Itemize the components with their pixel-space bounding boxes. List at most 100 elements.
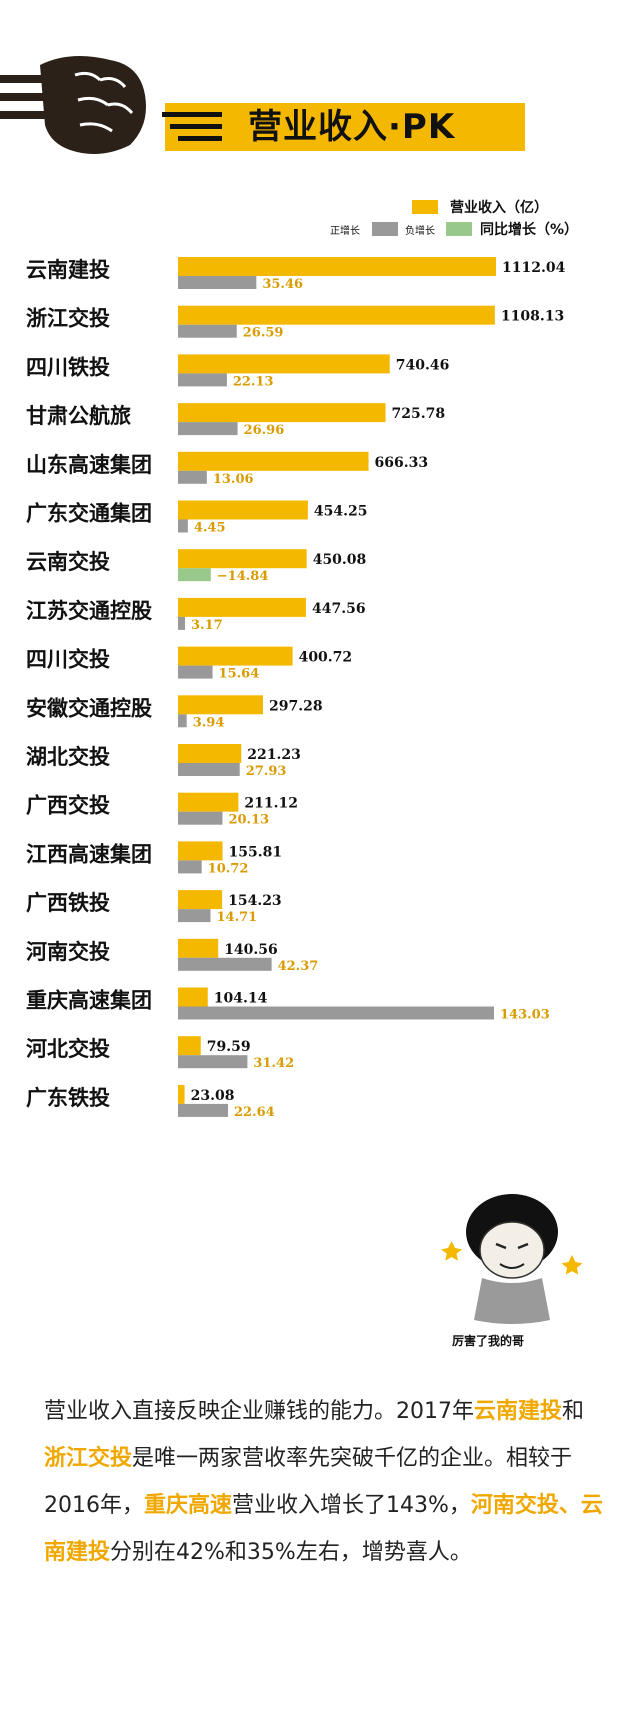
revenue-bar xyxy=(178,890,223,910)
revenue-bar xyxy=(178,500,308,520)
title-band xyxy=(165,103,525,151)
category-label: 河南交投 xyxy=(26,940,110,964)
category-label: 浙江交投 xyxy=(26,307,110,331)
title-decoration xyxy=(162,112,222,141)
legend-swatch-negative xyxy=(446,222,472,236)
revenue-bar xyxy=(178,841,223,861)
growth-bar xyxy=(178,763,240,776)
fist-icon xyxy=(0,56,146,154)
growth-bar xyxy=(178,811,223,825)
revenue-value-label: 450.08 xyxy=(313,552,367,568)
growth-value-label: 3.17 xyxy=(191,618,223,633)
category-label: 湖北交投 xyxy=(26,745,110,769)
revenue-bar xyxy=(178,1084,185,1104)
growth-value-label: 14.71 xyxy=(216,910,257,925)
category-label: 云南交投 xyxy=(26,550,110,574)
growth-bar xyxy=(178,568,211,582)
growth-value-label: −14.84 xyxy=(217,569,269,584)
category-label: 河北交投 xyxy=(26,1037,110,1061)
category-label: 安徽交通控股 xyxy=(26,696,152,720)
revenue-bar xyxy=(178,695,264,715)
revenue-value-label: 79.59 xyxy=(207,1039,251,1055)
growth-bar xyxy=(178,519,188,533)
legend-swatch-revenue xyxy=(412,200,438,214)
growth-value-label: 20.13 xyxy=(228,813,269,828)
growth-bar xyxy=(178,909,211,923)
revenue-bar xyxy=(178,938,219,958)
revenue-value-label: 221.23 xyxy=(247,747,301,763)
category-label: 广东交通集团 xyxy=(26,502,152,526)
legend-label-positive: 正增长 xyxy=(330,226,360,237)
revenue-bar xyxy=(178,792,239,812)
revenue-value-label: 740.46 xyxy=(396,357,450,373)
growth-bar xyxy=(178,1103,229,1117)
revenue-bar xyxy=(178,451,369,471)
revenue-bar xyxy=(178,744,242,763)
revenue-bar xyxy=(178,354,390,374)
category-label: 四川铁投 xyxy=(26,355,110,379)
revenue-value-label: 155.81 xyxy=(229,844,283,860)
legend-label-revenue: 营业收入（亿） xyxy=(450,200,548,216)
growth-bar xyxy=(178,1055,248,1069)
revenue-bar xyxy=(178,403,386,423)
revenue-value-label: 154.23 xyxy=(228,893,282,909)
summary-text: 营业收入直接反映企业赚钱的能力。2017年云南建投和浙江交投是唯一两家营收率先突… xyxy=(44,1388,604,1576)
category-label: 广东铁投 xyxy=(26,1086,110,1110)
growth-bar xyxy=(178,1006,494,1020)
summary-segment: 和 xyxy=(562,1399,585,1424)
summary-highlight: 云南建投 xyxy=(474,1399,563,1424)
growth-bar xyxy=(178,276,257,289)
category-label: 四川交投 xyxy=(26,648,110,672)
summary-segment: 营业收入直接反映企业赚钱的能力。2017年 xyxy=(44,1399,474,1424)
category-label: 江西高速集团 xyxy=(26,842,152,866)
revenue-bar xyxy=(178,597,306,617)
revenue-value-label: 447.56 xyxy=(312,601,366,617)
growth-value-label: 22.13 xyxy=(233,374,274,389)
revenue-bar xyxy=(178,646,293,666)
page-title: 营业收入·PK xyxy=(248,107,456,147)
summary-segment: 分别在42%和35%左右，增势喜人。 xyxy=(110,1540,472,1565)
summary-highlight: 河南交投、云南建投 xyxy=(44,1493,603,1565)
summary-segment: 营业收入增长了143%， xyxy=(232,1493,471,1518)
growth-value-label: 31.42 xyxy=(253,1056,294,1071)
growth-value-label: 42.37 xyxy=(278,959,319,974)
growth-bar xyxy=(178,373,227,387)
growth-bar xyxy=(178,324,237,338)
revenue-value-label: 297.28 xyxy=(269,698,323,714)
growth-value-label: 3.94 xyxy=(193,715,225,730)
revenue-value-label: 1112.04 xyxy=(502,260,566,276)
revenue-bar xyxy=(178,1036,201,1056)
growth-value-label: 27.93 xyxy=(246,764,287,779)
legend-label-negative: 负增长 xyxy=(405,226,435,237)
revenue-bar xyxy=(178,987,208,1007)
revenue-value-label: 454.25 xyxy=(314,504,368,520)
revenue-bar xyxy=(178,257,496,276)
revenue-value-label: 666.33 xyxy=(375,455,429,471)
revenue-value-label: 725.78 xyxy=(392,406,446,422)
legend: 营业收入（亿） 正增长 负增长 同比增长（%） xyxy=(0,192,640,242)
meme-face-icon xyxy=(441,1194,583,1324)
bar-chart: 云南建投 1112.04 35.46 浙江交投 1108.13 26.59 四川铁投 740.… xyxy=(26,257,566,1120)
category-label: 甘肃公航旅 xyxy=(26,404,131,428)
growth-bar xyxy=(178,714,187,728)
growth-value-label: 26.96 xyxy=(244,423,285,438)
growth-value-label: 4.45 xyxy=(194,521,226,536)
summary-highlight: 浙江交投 xyxy=(44,1446,133,1471)
growth-value-label: 13.06 xyxy=(213,472,254,487)
revenue-value-label: 1108.13 xyxy=(501,309,564,325)
category-label: 山东高速集团 xyxy=(26,453,152,477)
growth-bar xyxy=(178,665,213,679)
revenue-value-label: 104.14 xyxy=(214,991,268,1007)
header: 营业收入·PK xyxy=(0,0,640,175)
revenue-value-label: 23.08 xyxy=(191,1088,235,1104)
revenue-bar xyxy=(178,549,307,569)
growth-bar xyxy=(178,422,238,436)
growth-value-label: 35.46 xyxy=(262,277,303,292)
growth-value-label: 22.64 xyxy=(234,1105,275,1120)
growth-bar xyxy=(178,860,202,874)
revenue-value-label: 400.72 xyxy=(299,650,353,666)
growth-value-label: 26.59 xyxy=(243,326,284,341)
category-label: 云南建投 xyxy=(26,258,110,282)
meme-caption: 厉害了我的哥 xyxy=(452,1334,525,1348)
revenue-value-label: 140.56 xyxy=(224,942,278,958)
